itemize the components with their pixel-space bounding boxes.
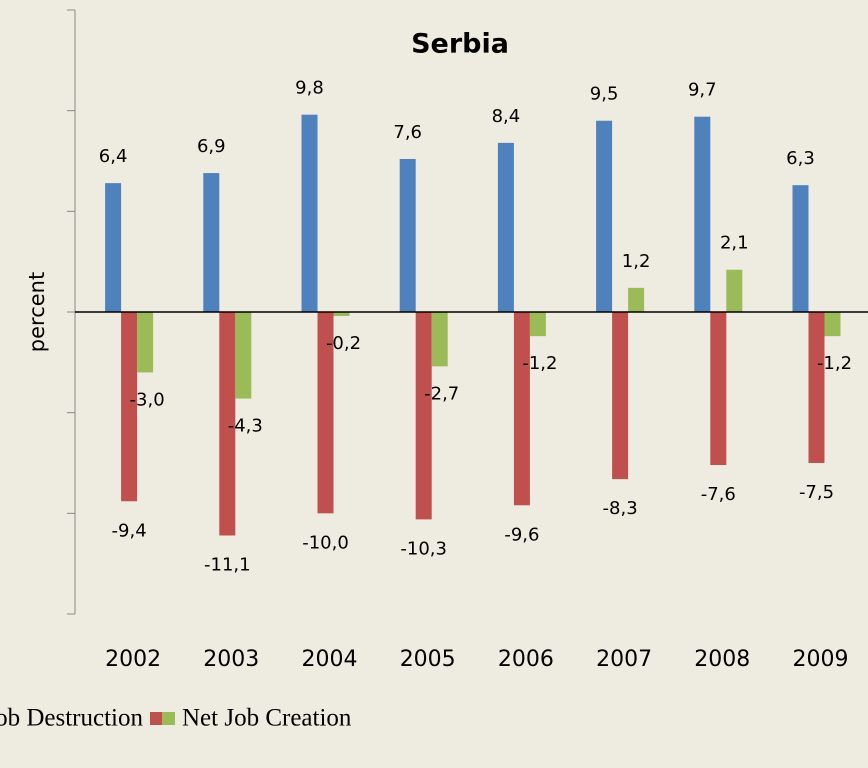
data-label: -7,6 — [701, 484, 736, 505]
bar — [203, 173, 220, 312]
bar — [137, 312, 154, 373]
bar — [399, 158, 416, 312]
data-label: 6,3 — [786, 148, 815, 169]
data-label: -0,2 — [326, 333, 361, 354]
bar — [333, 312, 350, 317]
x-tick-label: 2002 — [105, 647, 161, 672]
data-label: -3,0 — [130, 389, 165, 410]
bar — [529, 312, 546, 337]
bar — [596, 120, 613, 312]
data-label: -9,4 — [112, 520, 147, 541]
x-tick-label: 2004 — [302, 647, 358, 672]
bar — [431, 312, 448, 367]
bar — [726, 269, 743, 312]
bar — [808, 312, 825, 463]
bar — [317, 312, 334, 514]
data-label: -2,7 — [424, 383, 459, 404]
x-tick-label: 2008 — [694, 647, 750, 672]
data-label: 6,4 — [99, 146, 128, 167]
data-label: 6,9 — [197, 136, 226, 157]
legend-label: Net Job Creation — [182, 705, 352, 732]
bar — [513, 312, 530, 506]
legend-label: Job Destruction — [0, 705, 143, 732]
bar — [694, 116, 711, 312]
bar — [105, 183, 122, 312]
data-label: 9,5 — [590, 84, 619, 105]
bar — [219, 312, 236, 536]
bar — [612, 312, 629, 480]
data-label: -9,6 — [504, 524, 539, 545]
data-label: -7,5 — [799, 482, 834, 503]
data-label: -1,2 — [817, 353, 852, 374]
bar — [710, 312, 727, 466]
bar — [121, 312, 138, 502]
legend-swatch — [162, 712, 175, 725]
data-label: 1,2 — [622, 251, 651, 272]
chart-title: Serbia — [411, 29, 509, 60]
data-label: -4,3 — [228, 416, 263, 437]
data-label: 9,7 — [688, 80, 717, 101]
bar — [301, 114, 318, 313]
bar — [628, 287, 645, 312]
y-axis-label: percent — [25, 272, 49, 352]
data-label: 9,8 — [295, 78, 324, 99]
legend-swatch — [150, 712, 163, 725]
data-label: 7,6 — [393, 122, 422, 143]
x-tick-label: 2006 — [498, 647, 554, 672]
x-tick-label: 2009 — [793, 647, 849, 672]
data-label: -11,1 — [204, 554, 251, 575]
bar — [415, 312, 432, 520]
x-tick-label: 2005 — [400, 647, 456, 672]
bar — [497, 142, 514, 312]
data-label: -10,0 — [302, 532, 349, 553]
bar — [235, 312, 252, 399]
data-label: 8,4 — [492, 106, 521, 127]
data-label: -8,3 — [603, 498, 638, 519]
x-tick-label: 2003 — [203, 647, 259, 672]
x-tick-label: 2007 — [596, 647, 652, 672]
bar — [792, 185, 809, 312]
data-label: 2,1 — [720, 233, 749, 254]
data-label: -1,2 — [522, 353, 557, 374]
bar — [824, 312, 841, 337]
data-label: -10,3 — [400, 538, 447, 559]
